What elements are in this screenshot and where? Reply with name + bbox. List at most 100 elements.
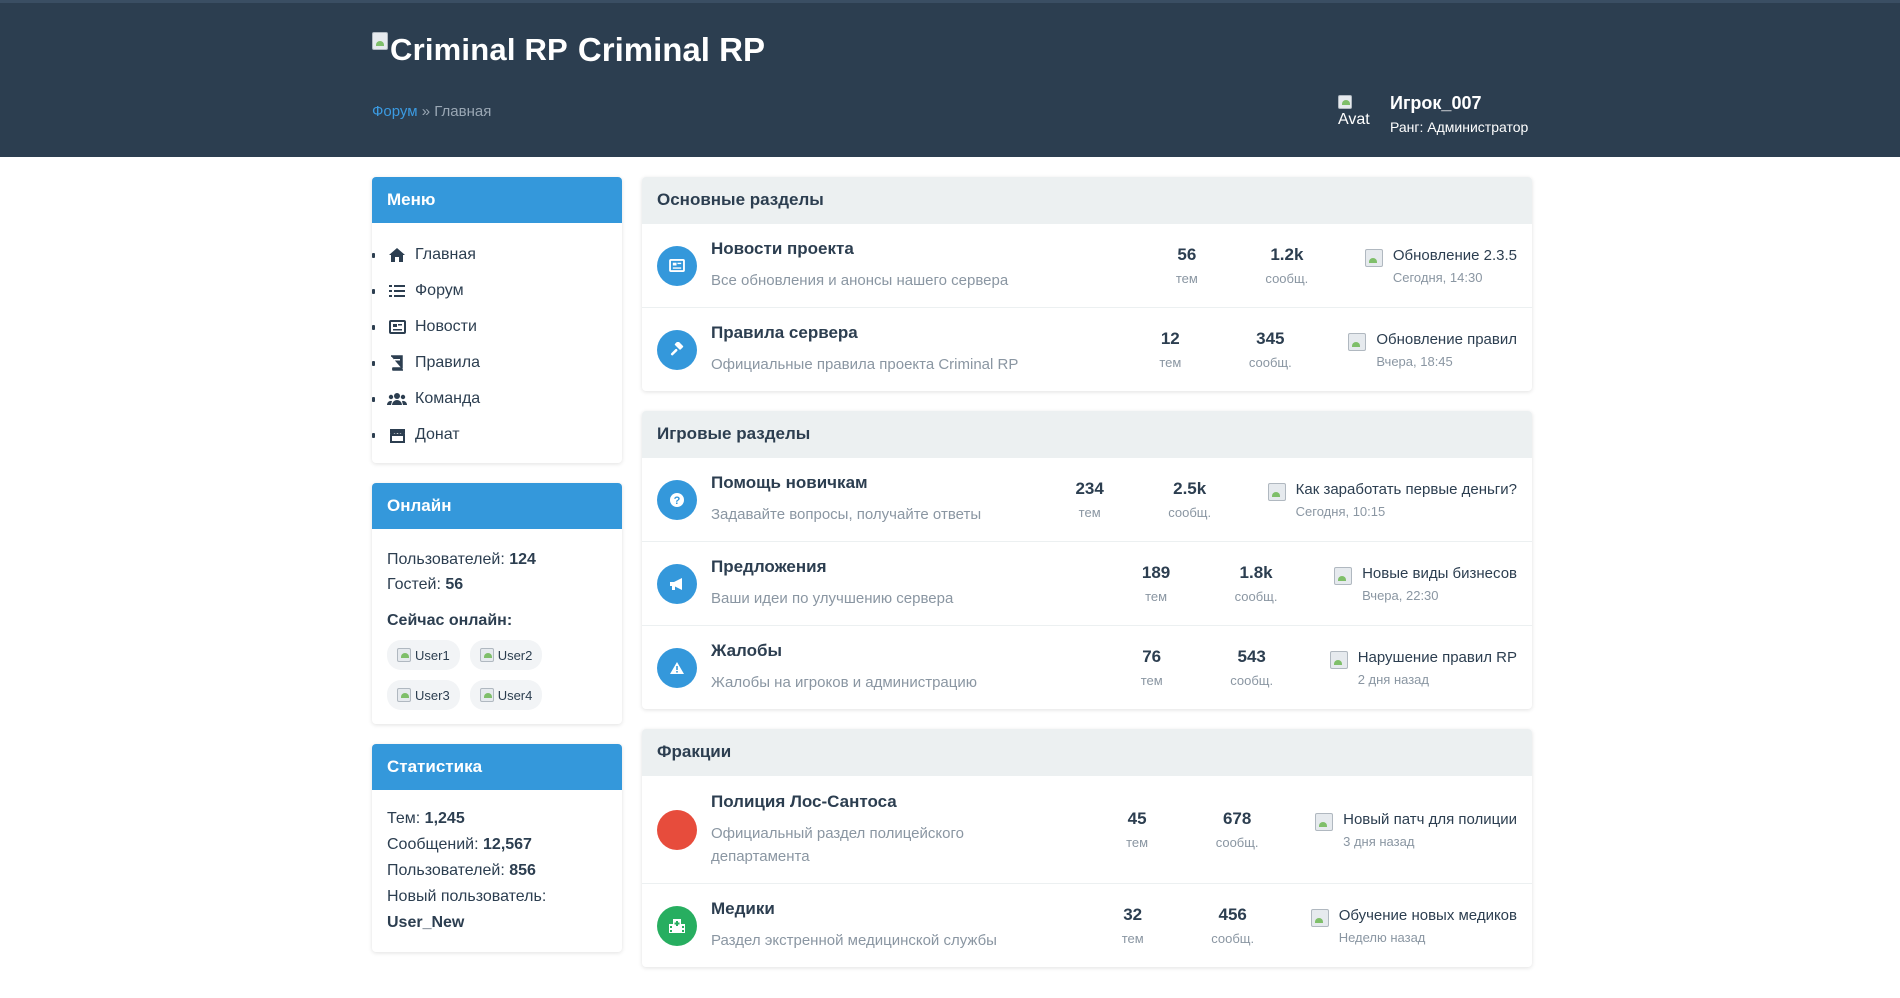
posts-count: 1.8k (1239, 563, 1273, 582)
online-user-chip[interactable]: User3 (387, 680, 460, 710)
broken-image-icon (1329, 650, 1348, 669)
forum-row-rules[interactable]: Правила сервера Официальные правила прое… (642, 307, 1532, 391)
posts-count: 345 (1256, 329, 1285, 348)
stats-body: Тем: 1,245 Сообщений: 12,567 Пользовател… (372, 790, 622, 952)
last-post[interactable]: Обучение новых медиков Неделю назад (1310, 906, 1517, 945)
book-icon (387, 354, 407, 372)
list-icon (387, 282, 407, 300)
menu-item-forum[interactable]: Форум (372, 273, 622, 309)
last-post[interactable]: Новый патч для полиции 3 дня назад (1315, 811, 1517, 849)
section-game: Игровые разделы ? Помощь новичкам Задава… (642, 411, 1532, 709)
user-name[interactable]: Игрок_007 (1390, 93, 1482, 113)
posts-label: сообщ. (1234, 589, 1278, 604)
broken-image-icon (479, 688, 494, 702)
last-post-title[interactable]: Нарушение правил RP (1357, 648, 1517, 666)
logo-image[interactable]: Criminal RP (372, 32, 568, 68)
broken-image-icon (1334, 566, 1353, 585)
site-title[interactable]: Criminal RP (577, 31, 765, 68)
topics-count: 234 (1075, 479, 1104, 498)
menu-widget: Меню Главная Форум Новости (372, 177, 622, 463)
site-logo[interactable]: Criminal RP Criminal RP (372, 31, 765, 69)
posts-count: 678 (1222, 809, 1252, 828)
stats-topics-line: Тем: 1,245 (387, 806, 607, 832)
section-title: Игровые разделы (642, 411, 1532, 457)
forum-row-news[interactable]: Новости проекта Все обновления и анонсы … (642, 223, 1532, 307)
last-post[interactable]: Как заработать первые деньги? Сегодня, 10… (1267, 480, 1517, 519)
stats-newest-user[interactable]: User_New (387, 914, 465, 931)
forum-info: Правила сервера Официальные правила прое… (711, 323, 1120, 376)
user-panel[interactable]: Avat Игрок_007 Ранг: Администратор (1338, 93, 1528, 135)
forum-title[interactable]: Жалобы (711, 641, 783, 660)
last-post[interactable]: Новые виды бизнесов Вчера, 22:30 (1334, 565, 1517, 603)
topics-count: 32 (1123, 905, 1143, 924)
section-title: Основные разделы (642, 177, 1532, 223)
forum-row-help[interactable]: ? Помощь новичкам Задавайте вопросы, пол… (642, 457, 1532, 541)
posts-label: сообщ. (1168, 505, 1212, 520)
forum-row-police[interactable]: Полиция Лос-Сантоса Официальный раздел п… (642, 775, 1532, 883)
last-post[interactable]: Обновление 2.3.5 Сегодня, 14:30 (1364, 246, 1517, 285)
question-icon: ? (657, 479, 697, 520)
forum-title[interactable]: Помощь новичкам (711, 473, 868, 492)
menu-item-donate[interactable]: Донат (372, 417, 622, 453)
online-title: Онлайн (372, 483, 622, 529)
last-post-title[interactable]: Новые виды бизнесов (1362, 564, 1517, 582)
posts-label: сообщ. (1230, 673, 1274, 688)
topics-stat: 76 тем (1102, 647, 1202, 688)
last-post-title[interactable]: Обновление правил (1376, 330, 1517, 348)
forum-row-medics[interactable]: Медики Раздел экстренной медицинской слу… (642, 883, 1532, 967)
last-post-title[interactable]: Как заработать первые деньги? (1295, 480, 1517, 498)
forum-title[interactable]: Полиция Лос-Сантоса (711, 791, 897, 811)
forum-row-complaints[interactable]: Жалобы Жалобы на игроков и администрацию… (642, 625, 1532, 709)
stats-messages-value: 12,567 (483, 836, 532, 853)
forum-desc: Официальный раздел полицейского департам… (711, 824, 964, 865)
forum-info: Жалобы Жалобы на игроков и администрацию (711, 641, 1102, 694)
forum-row-suggestions[interactable]: Предложения Ваши идеи по улучшению серве… (642, 541, 1532, 625)
forum-title[interactable]: Медики (711, 899, 775, 918)
last-post-title[interactable]: Обучение новых медиков (1338, 906, 1517, 924)
avatar-alt-text: Avat (1338, 111, 1370, 128)
forum-info: Помощь новичкам Задавайте вопросы, получ… (711, 473, 1040, 526)
broken-image-icon (1315, 812, 1334, 831)
topics-count: 76 (1142, 647, 1162, 666)
online-user-chip[interactable]: User1 (387, 640, 460, 670)
posts-stat: 2.5k сообщ. (1140, 479, 1240, 520)
forum-main: Основные разделы Новости проекта Все обн… (642, 177, 1532, 987)
posts-count: 456 (1218, 905, 1247, 924)
online-users-list: User1 User2 User3 User4 (387, 640, 607, 710)
home-icon (387, 246, 407, 264)
forum-info: Медики Раздел экстренной медицинской слу… (711, 899, 1083, 952)
posts-count: 543 (1237, 647, 1266, 666)
menu-title: Меню (372, 177, 622, 223)
last-post-time: Вчера, 18:45 (1376, 353, 1453, 369)
topics-label: тем (1126, 835, 1149, 850)
menu-item-news[interactable]: Новости (372, 309, 622, 345)
online-user-name: User4 (497, 687, 533, 703)
last-post-title[interactable]: Новый патч для полиции (1343, 810, 1517, 828)
posts-stat: 456 сообщ. (1183, 905, 1283, 946)
stats-newest-label: Новый пользователь: (387, 888, 547, 905)
online-user-chip[interactable]: User2 (469, 640, 543, 670)
topics-label: тем (1078, 505, 1101, 520)
posts-stat: 1.8k сообщ. (1206, 563, 1306, 604)
posts-label: сообщ. (1265, 271, 1309, 286)
avatar[interactable]: Avat (1338, 93, 1380, 135)
menu-item-label: Команда (415, 390, 481, 407)
site-header: Criminal RP Criminal RP Форум » Главная … (0, 0, 1900, 157)
menu-item-rules[interactable]: Правила (372, 345, 622, 381)
menu-item-home[interactable]: Главная (372, 237, 622, 273)
forum-title[interactable]: Новости проекта (711, 239, 854, 258)
last-post[interactable]: Нарушение правил RP 2 дня назад (1329, 648, 1517, 687)
broken-image-icon (1310, 908, 1329, 927)
online-user-chip[interactable]: User4 (469, 680, 543, 710)
forum-title[interactable]: Предложения (711, 557, 827, 576)
forum-title[interactable]: Правила сервера (711, 323, 858, 342)
logo-alt-text: Criminal RP (390, 32, 568, 67)
online-widget: Онлайн Пользователей: 124 Гостей: 56 Сей… (372, 483, 622, 724)
last-post[interactable]: Обновление правил Вчера, 18:45 (1348, 331, 1517, 369)
forum-desc: Ваши идеи по улучшению сервера (711, 590, 954, 607)
menu-item-label: Правила (415, 354, 480, 371)
last-post-title[interactable]: Обновление 2.3.5 (1392, 246, 1517, 264)
menu-item-team[interactable]: Команда (372, 381, 622, 417)
breadcrumb-forum-link[interactable]: Форум (372, 103, 418, 120)
stats-newest-line: Новый пользователь: User_New (387, 884, 607, 936)
